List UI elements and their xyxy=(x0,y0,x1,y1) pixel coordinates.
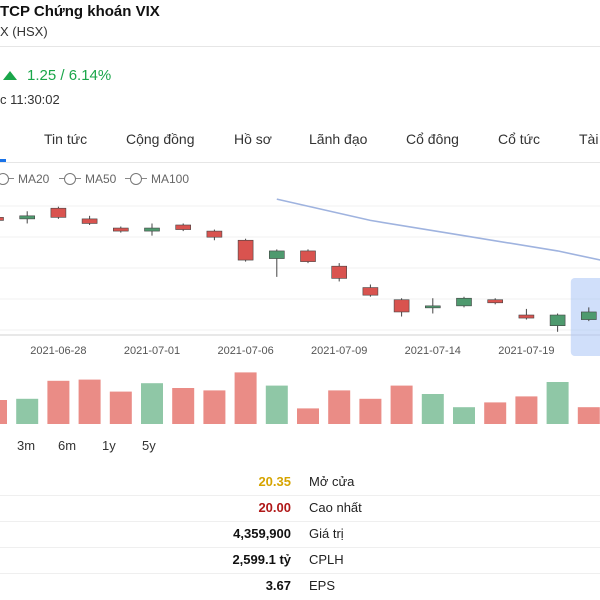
stat-value-eps: 3.67 xyxy=(265,578,291,593)
candle-body xyxy=(362,287,379,296)
ma100-label: MA100 xyxy=(151,172,190,186)
row-divider xyxy=(0,547,600,548)
row-divider xyxy=(0,495,600,496)
price-change-row: 1.25 / 6.14% xyxy=(0,66,300,86)
active-tab-indicator xyxy=(0,159,6,162)
tab-bar: Tin tức Cộng đồng Hồ sơ Lãnh đạo Cổ đông… xyxy=(0,118,600,162)
triangle-up-icon xyxy=(3,71,17,80)
volume-bar xyxy=(328,390,351,424)
stat-row-shares: 2,599.1 tỷ CPLH xyxy=(0,548,600,574)
volume-bar xyxy=(16,398,39,424)
ma20-circle-icon xyxy=(0,173,9,185)
candle-body xyxy=(487,299,504,304)
stat-label-shares: CPLH xyxy=(309,552,344,567)
volume-bar xyxy=(78,379,101,424)
candle-body xyxy=(144,227,160,232)
candle-body xyxy=(50,207,67,218)
volume-bar xyxy=(141,383,163,424)
header-divider xyxy=(0,46,600,47)
tab-finance[interactable]: Tài xyxy=(579,131,599,147)
candle-body xyxy=(549,314,566,326)
candle-body xyxy=(81,218,98,224)
x-tick-label: 2021-07-14 xyxy=(405,345,461,357)
volume-bar xyxy=(234,372,257,424)
stat-row-open: 20.35 Mở cửa xyxy=(0,470,600,496)
volume-bar xyxy=(421,394,444,424)
stat-label-value: Giá trị xyxy=(309,526,344,541)
page-title: TCP Chứng khoán VIX xyxy=(0,3,160,20)
candle-body xyxy=(113,227,129,232)
range-1y[interactable]: 1y xyxy=(102,438,116,453)
x-tick-label: 2021-07-09 xyxy=(311,345,367,357)
ma100-circle-icon xyxy=(130,173,142,185)
volume-bar xyxy=(577,407,600,424)
volume-bar xyxy=(265,385,288,424)
candle-body xyxy=(237,239,254,261)
stat-row-value: 4,359,900 Giá trị xyxy=(0,522,600,548)
x-tick-label: 2021-07-01 xyxy=(124,345,180,357)
candle-body xyxy=(206,230,223,238)
tab-profile[interactable]: Hồ sơ xyxy=(234,131,272,147)
candle-body xyxy=(175,224,191,230)
volume-bar xyxy=(546,382,569,424)
ma50-circle-icon xyxy=(64,173,76,185)
stat-row-eps: 3.67 EPS xyxy=(0,574,600,600)
range-3m[interactable]: 3m xyxy=(17,438,36,453)
time-range-selector: 3m 6m 1y 5y xyxy=(0,438,300,458)
volume-bar xyxy=(297,408,319,424)
tab-dividends[interactable]: Cổ tức xyxy=(498,131,541,147)
tab-news[interactable]: Tin tức xyxy=(44,131,88,147)
range-6m[interactable]: 6m xyxy=(58,438,77,453)
header: TCP Chứng khoán VIX X (HSX) xyxy=(0,0,600,46)
candle-body xyxy=(19,215,36,220)
tab-shareholders[interactable]: Cổ đông xyxy=(406,131,459,147)
volume-bar xyxy=(359,398,382,424)
ma50-label: MA50 xyxy=(85,172,117,186)
stat-row-high: 20.00 Cao nhất xyxy=(0,496,600,522)
candle-body xyxy=(331,265,348,279)
candle-body xyxy=(393,299,410,313)
ma20-label: MA20 xyxy=(18,172,50,186)
ma-line xyxy=(276,198,600,261)
candle-body xyxy=(300,250,316,262)
candle-body xyxy=(0,217,4,221)
candle-body xyxy=(424,305,441,309)
stat-label-eps: EPS xyxy=(309,578,336,593)
ma-legend: MA20 MA50 MA100 xyxy=(0,170,300,188)
x-tick-label: 2021-07-06 xyxy=(217,345,273,357)
row-divider xyxy=(0,521,600,522)
volume-bar xyxy=(390,385,413,424)
candlestick-chart[interactable]: 2021-06-28 2021-07-01 2021-07-06 2021-07-09… xyxy=(0,196,600,428)
stat-value-shares: 2,599.1 tỷ xyxy=(232,552,291,567)
stat-value-value: 4,359,900 xyxy=(233,526,291,541)
x-tick-label: 2021-06-28 xyxy=(30,345,86,357)
ticker-exchange: X (HSX) xyxy=(0,24,48,39)
volume-bar xyxy=(172,388,195,424)
x-tick-label: 2021-07-19 xyxy=(498,345,554,357)
stat-label-high: Cao nhất xyxy=(309,500,362,515)
stat-value-open: 20.35 xyxy=(258,474,291,489)
row-divider xyxy=(0,573,600,574)
tab-leadership[interactable]: Lãnh đạo xyxy=(309,131,368,147)
tab-community[interactable]: Cộng đồng xyxy=(126,131,195,147)
update-time: c 11:30:02 xyxy=(0,92,60,107)
stat-value-high: 20.00 xyxy=(258,500,291,515)
volume-bar xyxy=(453,407,475,424)
volume-bar xyxy=(203,390,226,424)
volume-bar xyxy=(47,380,70,424)
candle-body xyxy=(518,314,535,319)
candle-body xyxy=(580,311,597,320)
tabs-divider xyxy=(0,162,600,163)
price-change: 1.25 / 6.14% xyxy=(27,67,112,84)
volume-bar xyxy=(515,396,538,424)
stat-label-open: Mở cửa xyxy=(309,474,355,489)
candle-body xyxy=(268,250,285,259)
range-5y[interactable]: 5y xyxy=(142,438,156,453)
volume-bar xyxy=(0,400,7,424)
volume-bar xyxy=(484,402,507,424)
candle-body xyxy=(456,297,472,307)
volume-bar xyxy=(109,391,132,424)
